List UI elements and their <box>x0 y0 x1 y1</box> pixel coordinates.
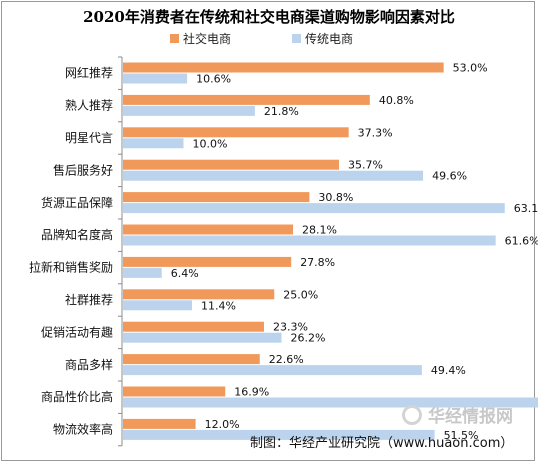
value-label-traditional: 51.5% <box>444 429 479 442</box>
bar-traditional <box>123 170 424 181</box>
value-label-social: 37.3% <box>358 126 393 139</box>
legend: 社交电商 传统电商 <box>0 30 538 48</box>
bar-social <box>123 418 196 429</box>
value-label-social: 22.6% <box>269 353 304 366</box>
bar-social <box>123 289 275 300</box>
bar-social <box>123 386 226 397</box>
legend-swatch-traditional <box>292 34 301 43</box>
bar-traditional <box>123 365 422 376</box>
legend-item-social: 社交电商 <box>170 30 231 47</box>
legend-item-traditional: 传统电商 <box>292 30 353 47</box>
source-note: 制图：华经产业研究院（www.huaon.com） <box>250 436 514 451</box>
category-label: 明星代言 <box>65 131 113 145</box>
value-label-traditional: 11.4% <box>201 299 236 312</box>
watermark-logo-icon <box>402 404 422 425</box>
chart-title: 2020年消费者在传统和社交电商渠道购物影响因素对比 <box>83 8 455 26</box>
value-label-traditional: 6.4% <box>171 267 199 280</box>
watermark-text: 华经情报网 <box>428 407 513 427</box>
category-label: 社群推荐 <box>65 292 113 307</box>
bar-traditional <box>123 105 255 116</box>
value-label-social: 40.8% <box>379 94 414 107</box>
value-label-social: 35.7% <box>348 159 383 172</box>
bar-social <box>123 321 264 332</box>
category-label: 促销活动有趣 <box>41 324 113 339</box>
bar-social <box>123 62 444 73</box>
category-label: 售后服务好 <box>53 162 113 177</box>
bar-social <box>123 159 339 170</box>
category-label: 品牌知名度高 <box>41 227 113 242</box>
category-label: 商品性价比高 <box>41 389 113 404</box>
value-label-social: 16.9% <box>234 386 269 399</box>
bar-traditional <box>123 138 184 149</box>
category-label: 拉新和销售奖励 <box>29 260 113 275</box>
bar-traditional <box>123 300 192 311</box>
bar-social <box>123 224 294 235</box>
bar-social <box>123 127 349 138</box>
value-label-social: 53.0% <box>453 62 488 75</box>
legend-swatch-social <box>170 34 179 43</box>
value-label-social: 23.3% <box>273 321 308 334</box>
category-label: 熟人推荐 <box>65 98 113 113</box>
value-label-traditional: 61.6% <box>505 235 538 248</box>
bar-traditional <box>123 429 435 440</box>
value-label-social: 30.8% <box>318 191 353 204</box>
value-label-traditional: 21.8% <box>264 105 299 118</box>
value-label-traditional: 10.6% <box>196 73 231 86</box>
legend-label-traditional: 传统电商 <box>305 32 354 46</box>
bar-traditional <box>123 267 162 278</box>
value-label-traditional: 49.6% <box>432 170 467 183</box>
value-label-traditional: 63.1% <box>514 202 538 215</box>
legend-label-social: 社交电商 <box>183 32 232 46</box>
category-label: 网红推荐 <box>65 65 113 80</box>
bar-social <box>123 256 292 267</box>
value-label-social: 27.8% <box>300 256 335 269</box>
category-label: 商品多样 <box>65 357 113 372</box>
value-label-social: 25.0% <box>283 288 318 301</box>
bar-social <box>123 192 310 203</box>
value-label-social: 12.0% <box>205 418 240 431</box>
value-label-social: 28.1% <box>302 224 337 237</box>
bar-traditional <box>123 397 538 408</box>
value-label-traditional: 49.4% <box>431 364 466 377</box>
bar-traditional <box>123 73 188 84</box>
bar-traditional <box>123 235 496 246</box>
bar-social <box>123 354 260 365</box>
watermark: 华经情报网 <box>402 402 513 427</box>
bar-traditional <box>123 203 505 214</box>
category-label: 物流效率高 <box>53 422 113 437</box>
category-label: 货源正品保障 <box>41 195 113 210</box>
value-label-traditional: 10.0% <box>193 137 228 150</box>
bar-social <box>123 94 370 105</box>
value-label-traditional: 26.2% <box>291 332 326 345</box>
bar-traditional <box>123 332 282 343</box>
